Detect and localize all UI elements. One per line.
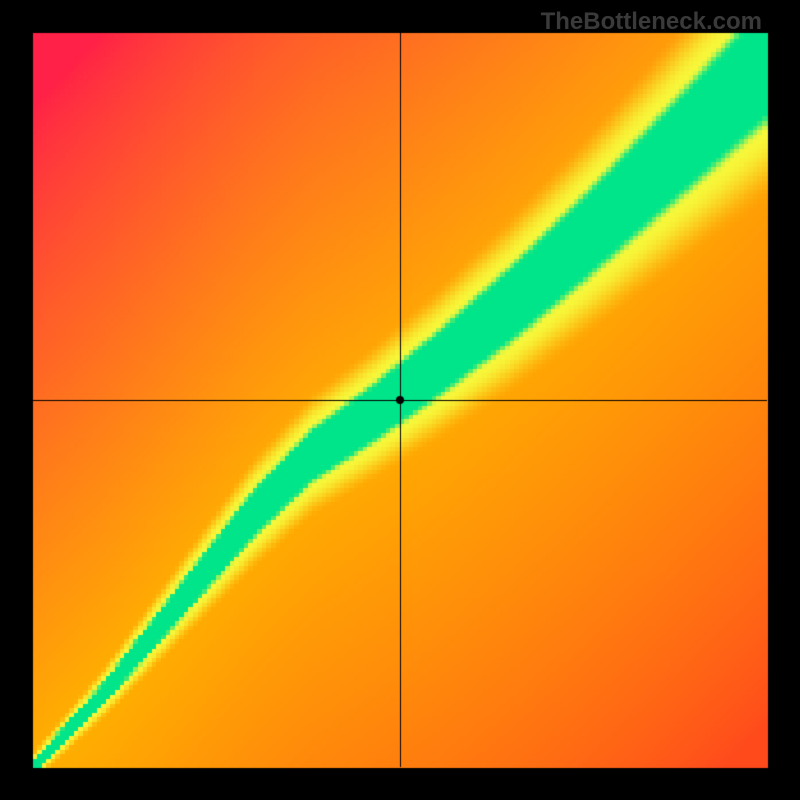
chart-container: TheBottleneck.com [0, 0, 800, 800]
watermark-text: TheBottleneck.com [541, 8, 762, 36]
bottleneck-heatmap [0, 0, 800, 800]
